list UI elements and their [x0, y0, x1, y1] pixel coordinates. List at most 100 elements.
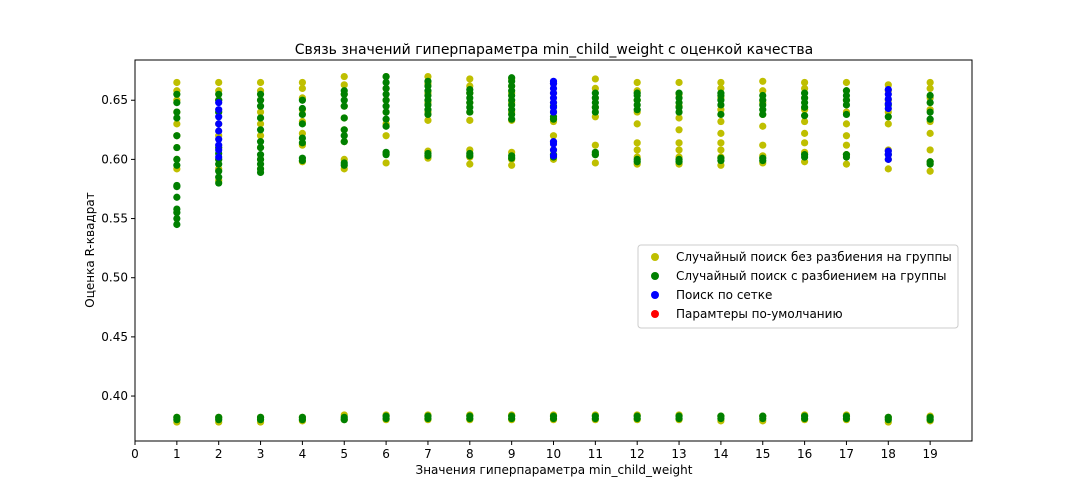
scatter-point-series-2 [801, 89, 809, 97]
scatter-point-series-1 [926, 129, 934, 137]
scatter-point-series-2 [424, 412, 432, 420]
scatter-point-series-2 [675, 412, 683, 420]
scatter-point-series-2 [340, 96, 348, 104]
scatter-point-series-2 [717, 154, 725, 162]
scatter-point-series-3 [549, 146, 558, 154]
scatter-point-series-2 [256, 126, 265, 134]
scatter-point-series-1 [884, 120, 892, 128]
y-tick-label: 0.40 [101, 389, 128, 403]
scatter-point-series-2 [173, 90, 181, 98]
x-tick-label: 0 [131, 447, 139, 461]
scatter-point-series-3 [884, 85, 892, 94]
scatter-point-series-1 [466, 75, 474, 83]
x-tick-label: 6 [382, 447, 390, 461]
scatter-point-series-1 [215, 78, 223, 87]
scatter-point-series-1 [256, 78, 265, 87]
scatter-point-series-1 [884, 165, 892, 173]
scatter-point-series-1 [549, 132, 558, 140]
scatter-point-series-2 [508, 412, 516, 420]
y-axis-label: Оценка R-квадрат [83, 192, 97, 307]
scatter-point-series-2 [173, 161, 181, 169]
scatter-point-series-1 [926, 78, 934, 87]
scatter-point-series-1 [256, 108, 265, 116]
scatter-point-series-2 [215, 413, 223, 421]
legend-label-series-2: Случайный поиск с разбиением на группы [676, 269, 946, 283]
y-axis-ticks: 0.40 0.45 0.50 0.55 0.60 0.65 [101, 93, 135, 403]
x-tick-label: 14 [713, 447, 728, 461]
scatter-point-series-1 [842, 141, 851, 149]
scatter-point-series-2 [340, 87, 348, 95]
scatter-point-series-1 [717, 146, 725, 154]
scatter-point-series-3 [215, 106, 223, 114]
y-tick-label: 0.60 [101, 152, 128, 166]
legend-label-series-4: Парамтеры по-умолчанию [676, 307, 843, 321]
scatter-point-series-2 [759, 91, 767, 100]
scatter-point-series-2 [215, 173, 223, 181]
scatter-point-series-3 [215, 127, 223, 135]
scatter-point-series-3 [549, 152, 558, 160]
scatter-point-series-2 [340, 138, 348, 146]
scatter-point-series-2 [173, 155, 181, 163]
scatter-point-series-2 [926, 91, 934, 100]
scatter-point-series-2 [340, 102, 348, 110]
scatter-point-series-2 [256, 114, 265, 122]
scatter-point-series-1 [759, 122, 767, 130]
scatter-point-series-2 [633, 89, 641, 97]
scatter-point-series-1 [717, 78, 725, 87]
scatter-point-series-2 [842, 151, 851, 159]
scatter-point-series-1 [675, 146, 683, 154]
scatter-point-series-1 [633, 120, 641, 128]
scatter-point-series-3 [215, 113, 223, 121]
x-tick-label: 5 [340, 447, 348, 461]
scatter-point-series-1 [801, 78, 809, 87]
scatter-point-series-2 [466, 149, 474, 158]
scatter-point-series-2 [340, 413, 348, 421]
chart-title: Связь значений гиперпараметра min_child_… [295, 42, 813, 58]
scatter-point-series-2 [926, 115, 934, 123]
scatter-point-series-1 [675, 126, 683, 134]
scatter-point-series-2 [884, 413, 892, 421]
scatter-point-series-1 [926, 84, 934, 92]
scatter-point-series-2 [424, 77, 432, 85]
scatter-point-series-2 [842, 412, 851, 420]
legend-marker-series-2 [651, 272, 659, 280]
scatter-point-series-2 [382, 412, 390, 420]
scatter-point-series-1 [382, 132, 390, 140]
scatter-point-series-2 [340, 126, 348, 134]
scatter-point-series-1 [801, 139, 809, 147]
scatter-point-series-2 [717, 110, 725, 119]
scatter-point-series-1 [842, 160, 851, 168]
legend-label-series-3: Поиск по сетке [676, 288, 772, 302]
scatter-point-series-2 [173, 108, 181, 116]
scatter-point-series-2 [424, 149, 432, 158]
scatter-point-series-2 [842, 110, 851, 119]
scatter-point-series-3 [215, 120, 223, 128]
scatter-point-series-1 [298, 84, 306, 92]
scatter-point-series-3 [549, 77, 558, 85]
scatter-point-series-2 [633, 155, 641, 163]
scatter-point-series-2 [382, 78, 390, 87]
scatter-point-series-2 [215, 179, 223, 187]
scatter-point-series-1 [926, 146, 934, 154]
scatter-point-series-2 [298, 134, 306, 142]
scatter-point-series-2 [173, 214, 181, 223]
scatter-point-series-2 [508, 74, 516, 82]
scatter-point-series-2 [173, 193, 181, 201]
scatter-point-series-2 [382, 148, 390, 156]
legend-label-series-1: Случайный поиск без разбиения на группы [676, 250, 952, 264]
scatter-point-series-1 [842, 120, 851, 128]
scatter-point-series-2 [801, 412, 809, 420]
scatter-point-series-2 [256, 90, 265, 98]
scatter-point-series-2 [256, 413, 265, 421]
scatter-point-series-2 [256, 151, 265, 159]
scatter-point-series-3 [549, 138, 558, 146]
legend-marker-series-4 [651, 310, 659, 318]
scatter-point-series-2 [298, 110, 306, 119]
y-tick-label: 0.50 [101, 271, 128, 285]
scatter-point-series-2 [173, 114, 181, 122]
x-tick-label: 18 [881, 447, 896, 461]
scatter-point-series-1 [842, 132, 851, 140]
scatter-point-series-1 [633, 139, 641, 147]
scatter-point-series-2 [466, 412, 474, 420]
legend-marker-series-1 [651, 253, 659, 261]
